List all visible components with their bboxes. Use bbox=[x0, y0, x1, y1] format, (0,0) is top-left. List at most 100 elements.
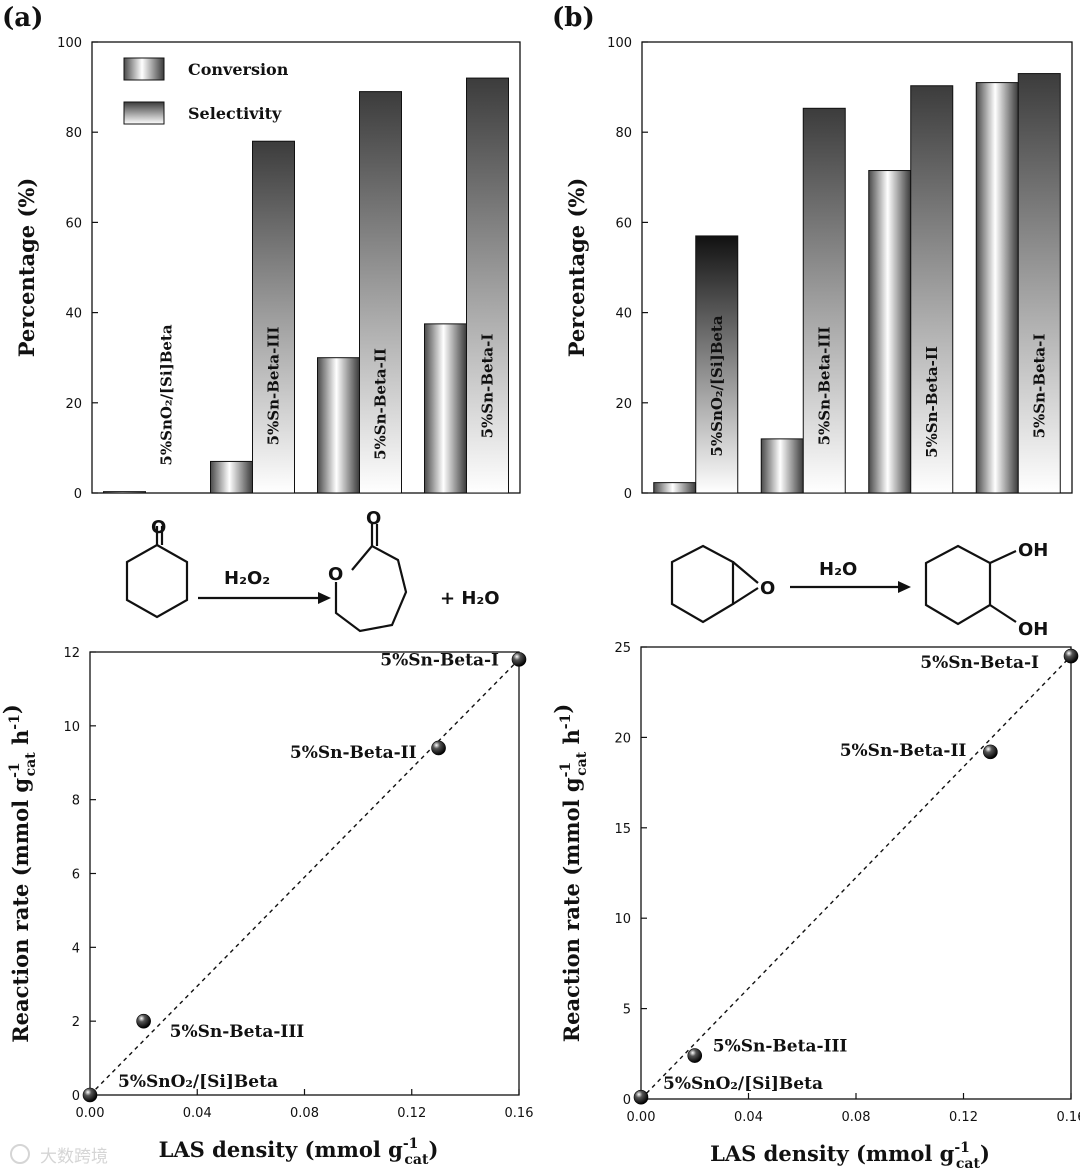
point-label: 5%Sn-Beta-III bbox=[713, 1037, 848, 1057]
x-axis-label: LAS density (mmol g-1 cat) bbox=[159, 1136, 439, 1168]
y-tick-label: 20 bbox=[615, 397, 632, 412]
x-tick-label: 0.12 bbox=[949, 1110, 978, 1125]
watermark: 大数跨境 bbox=[10, 1144, 108, 1167]
y-tick-label: 20 bbox=[65, 397, 82, 412]
selectivity-bar bbox=[802, 107, 846, 494]
y-tick-label: 20 bbox=[614, 731, 631, 746]
plot-frame bbox=[91, 41, 521, 494]
panel-label-a: (a) bbox=[2, 3, 43, 33]
lactone-ring-oxygen: O bbox=[328, 564, 343, 585]
conversion-bar bbox=[424, 323, 467, 494]
y-tick-label: 0 bbox=[624, 487, 632, 502]
x-tick-label: 0.08 bbox=[290, 1106, 319, 1121]
y-tick-label: 0 bbox=[74, 487, 82, 502]
y-axis-label: Percentage (%) bbox=[14, 178, 39, 358]
point-label: 5%Sn-Beta-II bbox=[290, 743, 417, 763]
hydroxyl-2: OH bbox=[1018, 619, 1048, 640]
y-tick-label: 100 bbox=[57, 36, 82, 51]
y-tick-label: 100 bbox=[607, 36, 632, 51]
hydroxyl-1: OH bbox=[1018, 540, 1048, 561]
data-point bbox=[983, 744, 998, 760]
selectivity-bar bbox=[695, 235, 739, 494]
category-label: 5%SnO₂/[Si]Beta bbox=[158, 324, 176, 465]
chart-b-bars: 0 20 40 60 80 100 Percentage (%) 5%SnO₂/[Si]Bet… bbox=[564, 36, 1073, 502]
y-tick-label: 10 bbox=[614, 912, 631, 927]
chart-a-scatter: 0 2 4 6 8 10 12 0.00 0.04 0.08 0.12 0.16 5%SnO₂/[Si]… bbox=[0, 646, 533, 1168]
plot-frame bbox=[89, 651, 520, 1096]
x-tick-label: 0.00 bbox=[627, 1110, 656, 1125]
point-label: 5%SnO₂/[Si]Beta bbox=[663, 1074, 823, 1094]
x-tick-label: 0.08 bbox=[842, 1110, 871, 1125]
y-tick-label: 25 bbox=[614, 641, 631, 656]
conversion-bar bbox=[317, 357, 360, 494]
category-label: 5%Sn-Beta-I bbox=[1030, 334, 1048, 439]
y-tick-label: 12 bbox=[63, 646, 80, 661]
y-tick-label: 8 bbox=[72, 794, 80, 809]
watermark-text: 大数跨境 bbox=[40, 1147, 108, 1167]
watermark-logo-icon bbox=[10, 1144, 30, 1164]
y-tick-label: 15 bbox=[614, 822, 631, 837]
conversion-bar bbox=[868, 170, 912, 494]
y-axis-label: Reaction rate (mmol g-1cat h-1) bbox=[550, 704, 590, 1043]
data-point bbox=[431, 740, 446, 756]
y-tick-label: 40 bbox=[615, 307, 632, 322]
chart-b-scatter: 0 5 10 15 20 25 0.00 0.04 0.08 0.12 0.16 5%SnO₂/[Si… bbox=[550, 641, 1080, 1172]
y-tick-label: 60 bbox=[615, 216, 632, 231]
y-axis-label: Reaction rate (mmol g-1cat h-1) bbox=[0, 704, 39, 1043]
reagent-label: H₂O bbox=[819, 559, 857, 580]
y-axis-label: Percentage (%) bbox=[564, 178, 589, 358]
y-tick-label: 2 bbox=[72, 1015, 80, 1030]
data-point bbox=[136, 1013, 151, 1029]
y-tick-label: 0 bbox=[623, 1093, 631, 1108]
selectivity-bar bbox=[359, 91, 402, 494]
reaction-scheme-a bbox=[125, 524, 408, 633]
plot-frame bbox=[641, 41, 1073, 494]
plot-frame bbox=[640, 646, 1072, 1100]
point-label: 5%Sn-Beta-I bbox=[380, 650, 499, 670]
conversion-bar bbox=[103, 491, 146, 494]
cyclohexanediol-structure bbox=[924, 544, 1017, 626]
y-tick-label: 40 bbox=[65, 307, 82, 322]
point-label: 5%Sn-Beta-II bbox=[840, 741, 967, 761]
lactone-carbonyl-oxygen: O bbox=[366, 508, 381, 529]
byproduct-label: + H₂O bbox=[440, 588, 500, 609]
data-point bbox=[511, 652, 527, 667]
chart-a-bars: 0 20 40 60 80 100 Percentage (%) 5%SnO₂/[Si]Bet… bbox=[14, 36, 521, 502]
y-tick-label: 80 bbox=[65, 126, 82, 141]
oxidant-label: H₂O₂ bbox=[224, 568, 270, 589]
fit-line bbox=[640, 655, 1072, 1100]
panel-label-b: (b) bbox=[552, 3, 595, 33]
category-label: 5%Sn-Beta-III bbox=[265, 327, 283, 446]
data-point bbox=[1063, 648, 1079, 664]
x-tick-label: 0.12 bbox=[397, 1106, 426, 1121]
legend-label-selectivity: Selectivity bbox=[188, 104, 282, 123]
category-label: 5%Sn-Beta-II bbox=[372, 348, 390, 460]
x-tick-label: 0.16 bbox=[1057, 1110, 1080, 1125]
y-tick-label: 60 bbox=[65, 216, 82, 231]
x-tick-label: 0.16 bbox=[505, 1106, 534, 1121]
category-label: 5%SnO₂/[Si]Beta bbox=[708, 315, 726, 456]
fit-line bbox=[89, 658, 520, 1096]
conversion-bar bbox=[210, 460, 253, 494]
x-tick-label: 0.00 bbox=[76, 1106, 105, 1121]
data-point bbox=[633, 1089, 649, 1105]
conversion-bar bbox=[760, 438, 804, 494]
point-label: 5%SnO₂/[Si]Beta bbox=[118, 1072, 278, 1092]
legend-swatch-conversion bbox=[123, 57, 165, 81]
selectivity-bar bbox=[466, 77, 509, 494]
reaction-scheme-b bbox=[670, 544, 1017, 626]
cyclohexene-oxide-structure bbox=[670, 544, 759, 624]
x-tick-label: 0.04 bbox=[183, 1106, 212, 1121]
y-tick-label: 5 bbox=[623, 1003, 631, 1018]
caprolactone-structure bbox=[334, 524, 408, 633]
conversion-bar bbox=[653, 482, 697, 494]
point-label: 5%Sn-Beta-III bbox=[170, 1022, 305, 1042]
category-label: 5%Sn-Beta-II bbox=[923, 346, 941, 458]
x-tick-label: 0.04 bbox=[734, 1110, 763, 1125]
x-axis-label: LAS density (mmol g-1 cat) bbox=[710, 1140, 990, 1172]
category-label: 5%Sn-Beta-I bbox=[479, 334, 497, 439]
selectivity-bar bbox=[252, 140, 295, 494]
epoxide-oxygen: O bbox=[760, 578, 775, 599]
y-tick-label: 4 bbox=[72, 941, 80, 956]
